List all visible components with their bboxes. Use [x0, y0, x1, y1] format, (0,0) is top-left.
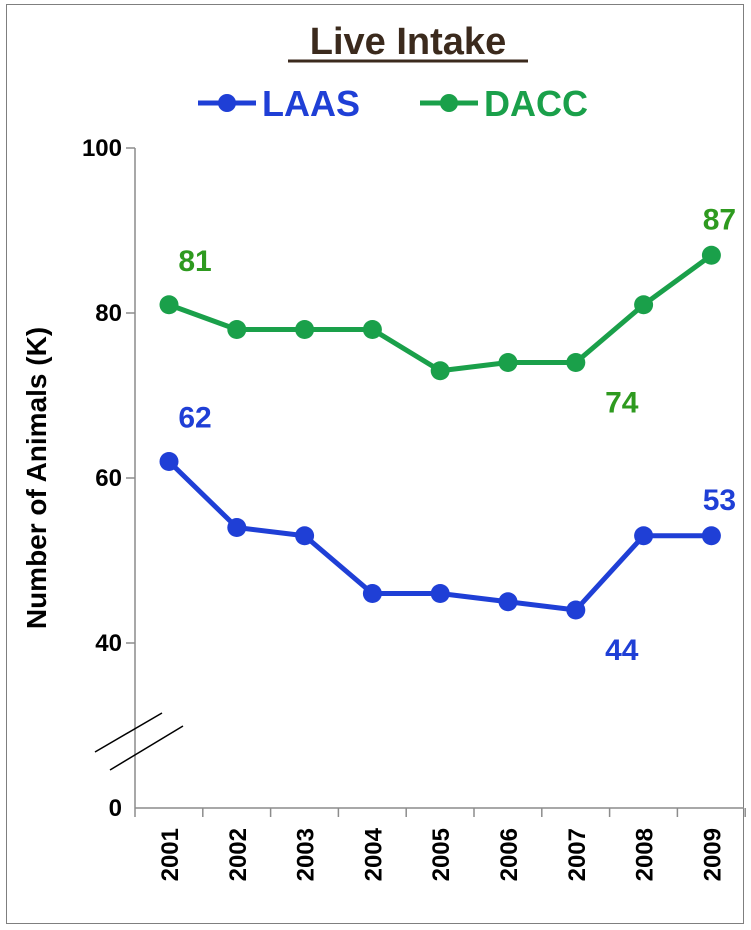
legend: LAAS DACC — [198, 83, 588, 124]
x-tick-label: 2009 — [699, 828, 726, 881]
x-tick-label: 2005 — [428, 828, 455, 881]
series-group — [159, 245, 721, 620]
data-point-laas[interactable] — [634, 526, 654, 546]
x-tick-label: 2004 — [360, 827, 387, 881]
data-labels: 62 44 53 81 74 87 — [178, 203, 736, 667]
x-tick-label: 2002 — [225, 828, 252, 881]
y-tick-label: 100 — [82, 135, 122, 162]
legend-label-dacc: DACC — [484, 83, 588, 124]
legend-marker-dacc — [440, 94, 458, 112]
data-label-laas: 44 — [605, 634, 639, 667]
data-point-dacc[interactable] — [566, 353, 586, 372]
y-tick-label: 40 — [95, 630, 122, 657]
data-point-laas[interactable] — [362, 584, 382, 603]
legend-marker-laas — [218, 94, 236, 112]
x-tick-label: 2006 — [496, 828, 523, 881]
data-point-laas[interactable] — [159, 452, 179, 471]
x-tick-label: 2007 — [564, 828, 591, 881]
y-tick-label: 80 — [95, 300, 122, 327]
data-point-laas[interactable] — [566, 600, 586, 620]
data-point-dacc[interactable] — [430, 361, 450, 381]
data-label-laas: 53 — [703, 484, 736, 517]
data-label-laas: 62 — [178, 402, 211, 435]
data-point-laas[interactable] — [701, 526, 721, 546]
chart-title: Live Intake — [310, 21, 506, 63]
chart-frame — [6, 4, 744, 924]
axis-break-mark — [109, 725, 184, 771]
series-line-dacc — [168, 253, 713, 374]
x-tick-label: 2008 — [632, 828, 659, 881]
data-point-laas[interactable] — [498, 592, 518, 612]
data-point-dacc[interactable] — [701, 245, 721, 265]
axis-ticks: 0 40 60 80 100 2001 2002 2003 2004 2005 2006 2007 20… — [82, 135, 746, 881]
data-point-dacc[interactable] — [227, 320, 247, 339]
legend-item-dacc[interactable]: DACC — [420, 83, 588, 124]
data-point-dacc[interactable] — [362, 320, 382, 339]
data-point-laas[interactable] — [430, 584, 450, 603]
data-label-dacc: 81 — [178, 245, 211, 278]
data-point-laas[interactable] — [295, 526, 315, 546]
y-tick-label: 60 — [95, 465, 122, 492]
y-axis-label: Number of Animals (K) — [21, 327, 52, 629]
legend-label-laas: LAAS — [262, 83, 360, 124]
data-point-laas[interactable] — [227, 518, 247, 537]
data-point-dacc[interactable] — [634, 295, 654, 315]
data-point-dacc[interactable] — [159, 295, 179, 315]
y-tick-label: 0 — [109, 795, 122, 822]
data-point-dacc[interactable] — [498, 353, 518, 372]
data-label-dacc: 74 — [605, 387, 639, 420]
axis-break-mark — [94, 712, 163, 753]
x-tick-label: 2003 — [293, 828, 320, 881]
data-label-dacc: 87 — [703, 203, 736, 236]
data-point-dacc[interactable] — [295, 320, 315, 339]
x-tick-label: 2001 — [157, 828, 184, 881]
legend-item-laas[interactable]: LAAS — [198, 83, 360, 124]
